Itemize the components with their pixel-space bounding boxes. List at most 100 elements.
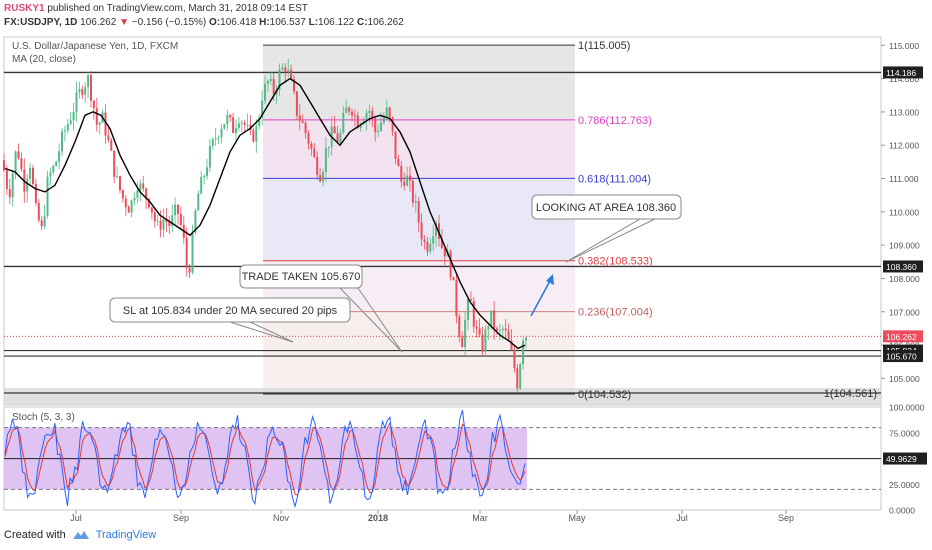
candle-body (119, 176, 121, 191)
stochastic-axis[interactable]: 100.0000 75.0000 49.9629 25.0000 0.0000 (883, 403, 927, 516)
candle-body (159, 220, 162, 230)
candle-body (153, 212, 156, 222)
last-price: 106.262 (80, 17, 117, 28)
time-axis[interactable]: Jul Sep Nov 2018 Mar May Jul Sep (70, 510, 794, 523)
candle-body (116, 176, 119, 178)
candle-body (403, 181, 406, 186)
candle-body (139, 183, 142, 191)
up-arrow-icon (530, 274, 554, 317)
candle-body (519, 364, 522, 389)
high-label: H: (259, 17, 270, 28)
candle-body (501, 328, 504, 331)
time-tick-label: Jul (676, 513, 688, 523)
candle-body (298, 115, 301, 121)
candle-body (185, 237, 188, 269)
price-axis-label: 114.186 (883, 66, 923, 79)
candle-body (121, 190, 124, 199)
candle-body (124, 198, 127, 208)
author-name[interactable]: RUSKY1 (4, 3, 45, 14)
candle-body (417, 201, 420, 223)
symbol-line: FX:USDJPY, 1D 106.262 ▼ −0.156 (−0.15%) … (4, 17, 404, 28)
candle-body (52, 165, 55, 173)
candle-body (377, 130, 380, 133)
candle-body (206, 167, 208, 177)
candle-body (32, 167, 34, 185)
candle-body (110, 139, 113, 151)
price-axis[interactable]: 115.000 114.000 113.000 112.000 111.000 110.0… (881, 41, 923, 384)
candle-body (464, 320, 467, 348)
ma20-line (4, 77, 526, 350)
candle-body (493, 310, 496, 329)
candle-body (290, 69, 293, 80)
low-label: L: (308, 17, 319, 28)
candle-body (307, 133, 310, 144)
stochastic-guides (4, 427, 881, 490)
time-tick-label: Sep (778, 513, 794, 523)
candle-body (371, 110, 374, 119)
high-value: 106.537 (269, 17, 306, 28)
candle-body (20, 158, 23, 170)
fib-level-label: 0.236(107.004) (578, 307, 653, 319)
candle-body (43, 215, 46, 227)
price-tick-label: 107.000 (889, 307, 920, 317)
candle-body (461, 336, 464, 348)
candle-body (513, 349, 516, 369)
fib-level-label: 0.382(108.533) (578, 256, 653, 268)
candle-body (165, 219, 168, 222)
candle-body (78, 89, 81, 93)
callout-stop-loss[interactable]: SL at 105.834 under 20 MA secured 20 pip… (109, 297, 351, 343)
close-label: C: (356, 17, 368, 28)
candle-body (487, 326, 490, 330)
candle-body (374, 118, 377, 133)
horizontal-levels (4, 71, 881, 394)
candle-body (237, 123, 240, 129)
fib-right-label: 1(104.561) (824, 388, 877, 400)
candle-body (269, 78, 272, 81)
fib-level-label: 0(104.532) (578, 389, 631, 401)
candle-body (443, 248, 446, 257)
svg-text:114.186: 114.186 (886, 68, 916, 78)
candle-body (214, 138, 217, 140)
candle-body (504, 328, 507, 331)
callout-trade-taken[interactable]: TRADE TAKEN 105.670 (239, 264, 403, 353)
ma-legend: MA (20, close) (12, 54, 76, 65)
tradingview-brand[interactable]: TradingView (95, 529, 157, 541)
candle-body (174, 204, 177, 216)
time-tick-label: Mar (472, 513, 488, 523)
callout-sl-text: SL at 105.834 under 20 MA secured 20 pip… (123, 305, 338, 317)
candle-body (478, 328, 481, 335)
candle-body (229, 115, 232, 118)
candle-body (61, 131, 63, 152)
fib-zone (263, 45, 575, 120)
svg-text:49.9629: 49.9629 (886, 454, 917, 464)
candle-body (420, 222, 423, 240)
candle-body (246, 124, 249, 126)
candle-body (400, 166, 403, 182)
candle-body (223, 124, 226, 129)
candle-body (284, 67, 287, 73)
candle-body (440, 238, 443, 249)
candle-body (324, 147, 327, 173)
candle-body (29, 167, 32, 180)
candle-body (171, 215, 174, 226)
fib-zone (263, 119, 575, 179)
candle-body (510, 340, 513, 350)
candle-body (368, 110, 371, 113)
candle-body (130, 200, 133, 213)
candle-body (81, 89, 84, 95)
candle-body (339, 132, 342, 143)
candle-body (55, 161, 58, 166)
candle-body (46, 176, 49, 216)
time-tick-label: Nov (273, 513, 290, 523)
candle-body (516, 368, 519, 389)
candle-body (316, 156, 319, 176)
stoch-tick-label: 0.0000 (889, 506, 915, 516)
candle-body (342, 112, 345, 133)
stoch-tick-label: 75.0000 (889, 428, 920, 438)
callout-looking-at-area[interactable]: LOOKING AT AREA 108.360 (531, 194, 682, 263)
candle-body (313, 148, 316, 157)
candle-body (220, 128, 223, 138)
candle-body (113, 150, 116, 177)
candle-body (484, 329, 487, 352)
